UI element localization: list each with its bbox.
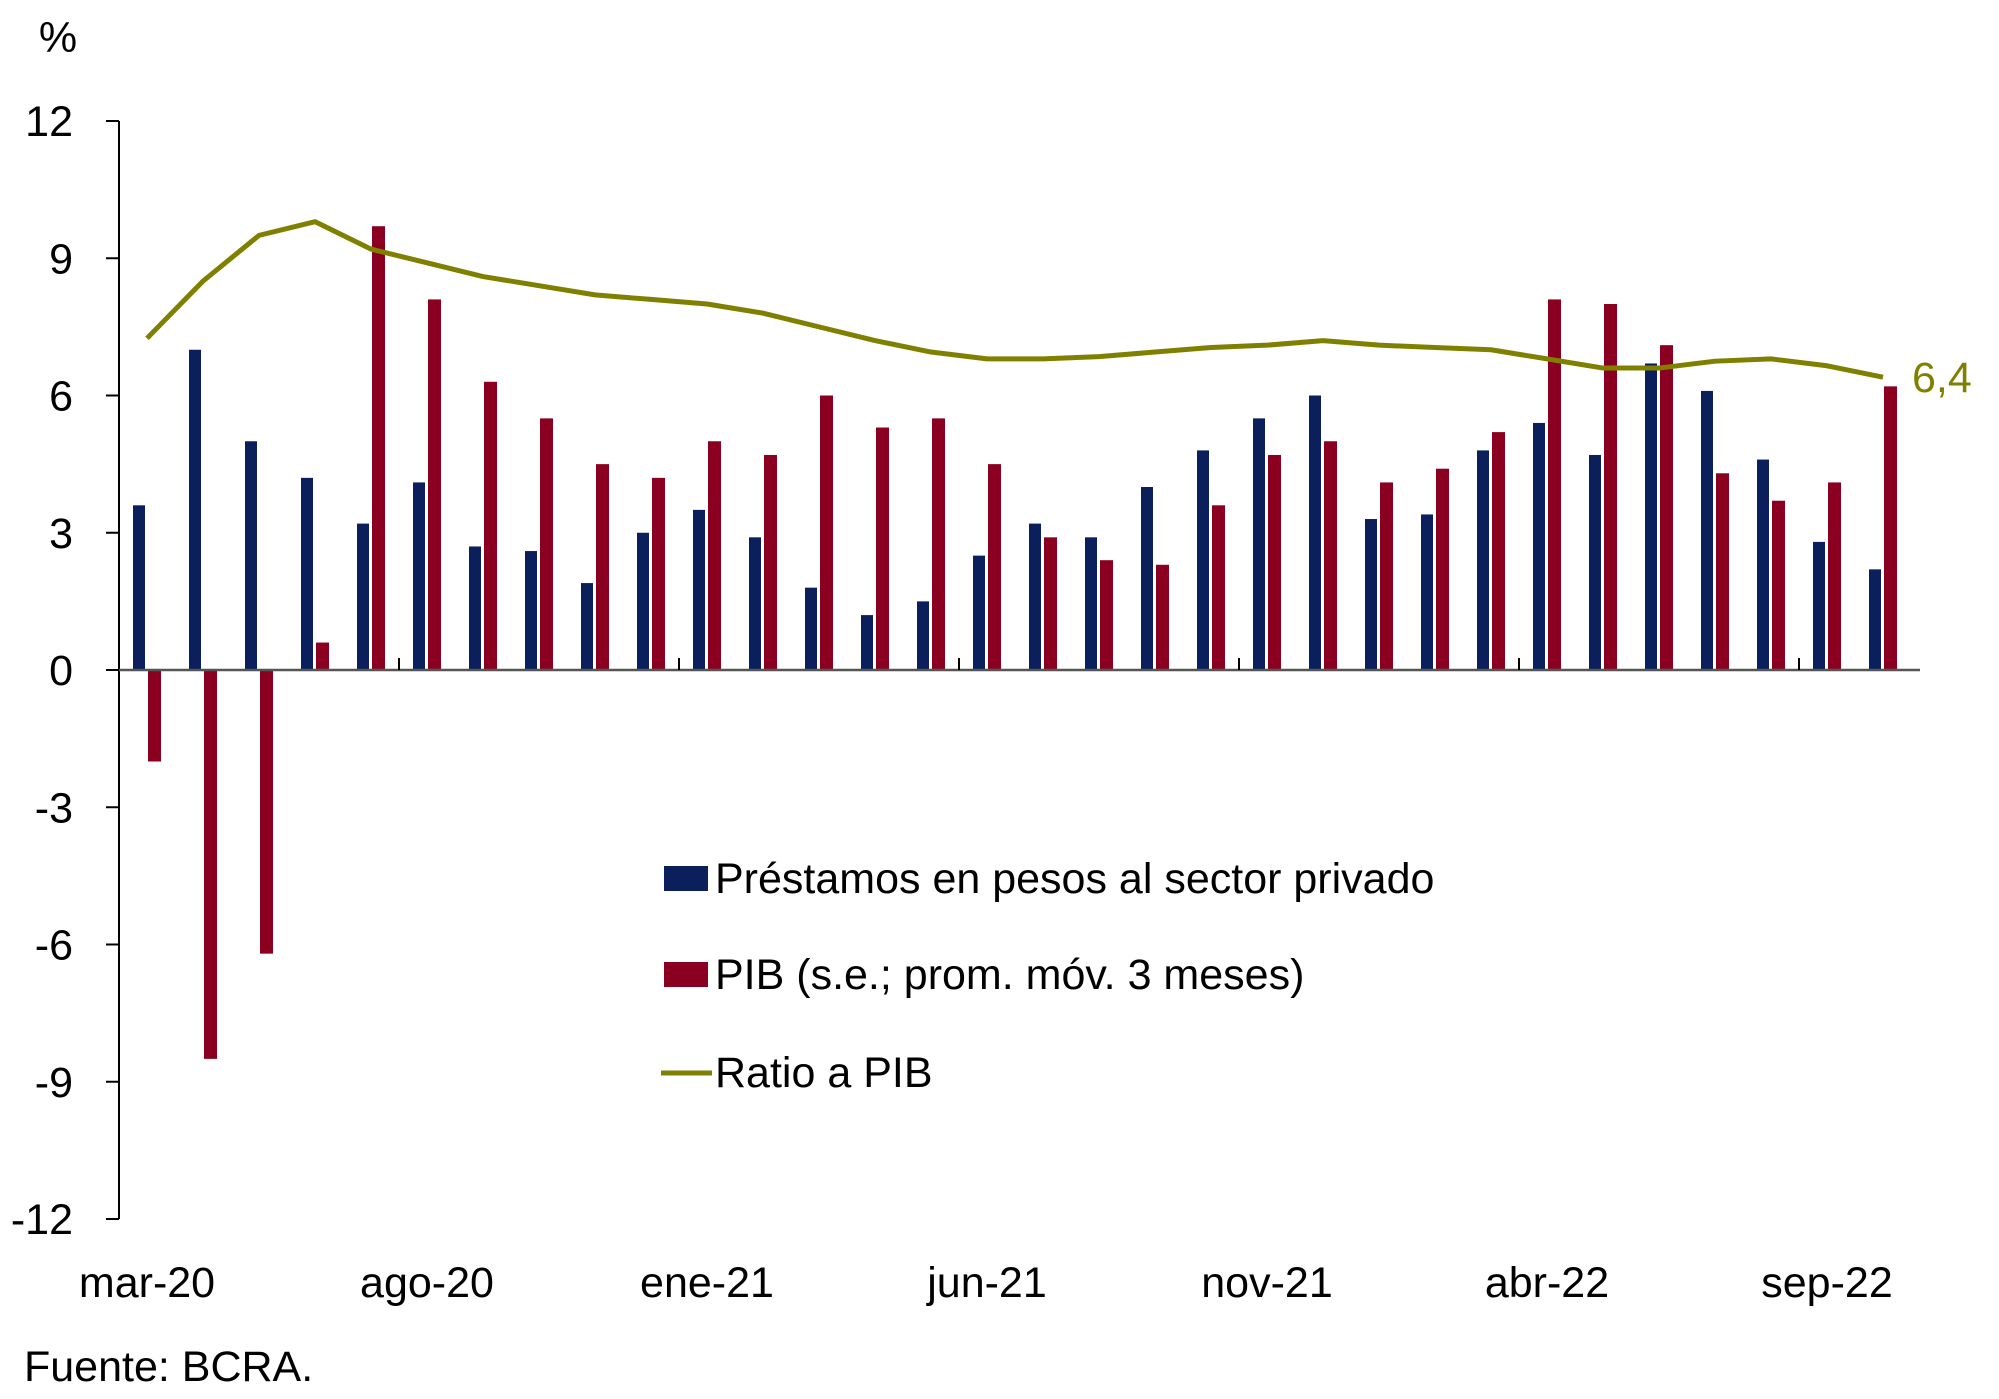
y-tick-label: -6 <box>35 922 73 970</box>
bar-gdp-abr-21 <box>876 427 889 670</box>
bar-gdp-jun-21 <box>988 464 1001 670</box>
bar-gdp-jul-20 <box>372 226 385 670</box>
bar-loans-oct-21 <box>1197 450 1209 670</box>
ratio-line <box>145 219 1884 380</box>
bar-loans-ene-21 <box>693 509 705 670</box>
bar-loans-abr-20 <box>189 349 201 670</box>
x-tick-label: ago-20 <box>360 1259 494 1307</box>
bar-gdp-oct-22 <box>1884 386 1897 670</box>
bar-loans-sep-20 <box>469 546 481 670</box>
bar-loans-ago-20 <box>413 482 425 670</box>
bar-loans-nov-21 <box>1253 418 1265 670</box>
bar-gdp-mar-20 <box>148 670 161 762</box>
bar-loans-feb-21 <box>749 537 761 670</box>
y-tick-label: -9 <box>35 1059 73 1107</box>
bar-loans-jul-21 <box>1029 523 1041 670</box>
bar-loans-jun-22 <box>1645 363 1657 670</box>
bar-loans-may-20 <box>245 441 257 670</box>
bar-loans-abr-21 <box>861 615 873 670</box>
bar-loans-ene-22 <box>1365 519 1377 670</box>
bar-loans-abr-22 <box>1533 422 1545 670</box>
bar-gdp-feb-22 <box>1436 468 1449 670</box>
bar-loans-oct-22 <box>1869 569 1881 670</box>
y-tick-label: 9 <box>49 235 73 283</box>
last-value-annotation: 6,4 <box>1912 354 1972 402</box>
bar-loans-jun-21 <box>973 555 985 670</box>
legend-label-ratio: Ratio a PIB <box>715 1049 933 1097</box>
bar-loans-nov-20 <box>581 583 593 670</box>
bar-gdp-oct-20 <box>540 418 553 670</box>
bar-gdp-may-21 <box>932 418 945 670</box>
bar-loans-mar-20 <box>133 505 145 670</box>
bar-loans-oct-20 <box>525 551 537 670</box>
bar-gdp-ago-22 <box>1772 500 1785 670</box>
y-unit-label: % <box>39 14 77 62</box>
y-tick-label: 3 <box>49 510 73 558</box>
bar-gdp-sep-22 <box>1828 482 1841 670</box>
bar-gdp-dic-21 <box>1324 441 1337 670</box>
y-tick-label: -3 <box>35 784 73 832</box>
bar-gdp-sep-21 <box>1156 564 1169 670</box>
x-tick-label: sep-22 <box>1761 1259 1892 1307</box>
x-axis: mar-20 ago-20 ene-21 jun-21 nov-21 abr-22 sep-… <box>79 658 1920 1307</box>
bar-loans-ago-22 <box>1757 459 1769 670</box>
bar-gdp-mar-22 <box>1492 432 1505 670</box>
ratio-line-path <box>145 219 1884 380</box>
bar-loans-may-22 <box>1589 454 1601 670</box>
y-tick-label: 0 <box>49 647 73 695</box>
bar-loans-mar-22 <box>1477 450 1489 670</box>
bar-gdp-nov-21 <box>1268 454 1281 670</box>
x-tick-label: mar-20 <box>79 1259 215 1307</box>
bar-loans-ago-21 <box>1085 537 1097 670</box>
bar-gdp-ene-22 <box>1380 482 1393 670</box>
bar-loans-sep-21 <box>1141 487 1153 670</box>
bar-gdp-may-20 <box>260 670 273 954</box>
bar-gdp-abr-20 <box>204 670 217 1059</box>
legend-swatch-gdp <box>664 962 708 987</box>
bar-gdp-jul-21 <box>1044 537 1057 670</box>
y-tick-label: 12 <box>25 98 73 146</box>
bar-gdp-nov-20 <box>596 464 609 670</box>
y-tick-label: 6 <box>49 373 73 421</box>
y-tick-label: -12 <box>11 1196 73 1244</box>
bar-gdp-jun-22 <box>1660 345 1673 670</box>
bar-loans-mar-21 <box>805 587 817 670</box>
legend-label-loans: Préstamos en pesos al sector privado <box>715 855 1434 903</box>
bar-loans-jun-20 <box>301 477 313 670</box>
legend: Préstamos en pesos al sector privado PIB… <box>661 855 1434 1097</box>
x-tick-label: abr-22 <box>1485 1259 1609 1307</box>
bar-gdp-abr-22 <box>1548 299 1561 670</box>
bar-loans-may-21 <box>917 601 929 670</box>
bar-gdp-ago-21 <box>1100 560 1113 670</box>
bar-gdp-feb-21 <box>764 454 777 670</box>
bar-gdp-mar-21 <box>820 395 833 670</box>
bar-gdp-ago-20 <box>428 299 441 670</box>
x-tick-label: nov-21 <box>1201 1259 1332 1307</box>
legend-swatch-loans <box>664 866 708 891</box>
bar-gdp-oct-21 <box>1212 505 1225 670</box>
bar-loans-sep-22 <box>1813 541 1825 670</box>
bar-gdp-sep-20 <box>484 381 497 670</box>
bar-loans-feb-22 <box>1421 514 1433 670</box>
bar-loans-dic-20 <box>637 532 649 670</box>
source-note: Fuente: BCRA. <box>24 1343 313 1391</box>
bar-gdp-may-22 <box>1604 304 1617 670</box>
x-tick-label: ene-21 <box>640 1259 774 1307</box>
y-axis: 12 9 6 3 0 -3 -6 -9 -12 <box>11 98 120 1244</box>
bar-gdp-jun-20 <box>316 642 329 670</box>
legend-label-gdp: PIB (s.e.; prom. móv. 3 meses) <box>715 951 1304 999</box>
bar-loans-jul-20 <box>357 523 369 670</box>
bar-loans-dic-21 <box>1309 395 1321 670</box>
x-tick-label: jun-21 <box>925 1259 1047 1307</box>
bar-gdp-dic-20 <box>652 477 665 670</box>
bar-gdp-jul-22 <box>1716 473 1729 670</box>
bar-gdp-ene-21 <box>708 441 721 670</box>
bars <box>133 226 1897 1059</box>
bar-loans-jul-22 <box>1701 390 1713 670</box>
